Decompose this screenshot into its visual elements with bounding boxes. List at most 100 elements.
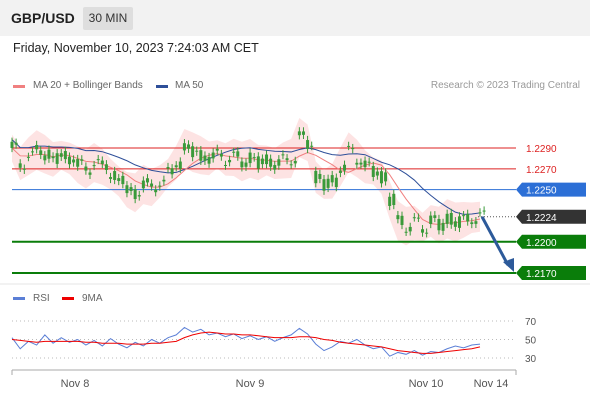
rsi-legend-label: RSI bbox=[33, 293, 50, 304]
candle-body bbox=[375, 171, 379, 176]
candle-body bbox=[367, 161, 371, 163]
candle-body bbox=[150, 183, 154, 187]
candle-body bbox=[182, 143, 186, 151]
candle-body bbox=[223, 164, 227, 166]
candle-body bbox=[59, 153, 63, 157]
candle-body bbox=[343, 164, 347, 171]
symbol-title: GBP/USD bbox=[11, 10, 75, 26]
rsi-ma-legend-swatch bbox=[62, 297, 74, 300]
candle-body bbox=[35, 144, 39, 150]
candle-body bbox=[162, 179, 166, 182]
chart-panel bbox=[0, 36, 590, 400]
candle-body bbox=[88, 172, 92, 175]
rsi-ma-legend-label: 9MA bbox=[82, 293, 103, 304]
candle-body bbox=[129, 187, 133, 191]
candle-body bbox=[43, 155, 47, 161]
candle-body bbox=[141, 180, 145, 189]
ma50-legend-swatch bbox=[156, 85, 168, 88]
timeframe-button[interactable]: 30 MIN bbox=[83, 7, 133, 30]
candle-body bbox=[433, 215, 437, 218]
candle-body bbox=[18, 163, 22, 168]
candle-body bbox=[396, 215, 400, 220]
candle-body bbox=[84, 166, 88, 171]
candle-body bbox=[256, 156, 260, 169]
candle-body bbox=[421, 229, 425, 233]
candle-body bbox=[191, 146, 195, 158]
candle-body bbox=[285, 158, 289, 161]
level-tag-1.2200 bbox=[516, 234, 586, 249]
candle-body bbox=[178, 161, 182, 169]
candle-body bbox=[425, 232, 429, 234]
candle-body bbox=[154, 189, 158, 193]
x-tick-label: Nov 8 bbox=[61, 378, 90, 390]
candle-body bbox=[236, 151, 240, 157]
candle-body bbox=[63, 151, 67, 160]
candle-body bbox=[100, 160, 104, 164]
candle-body bbox=[72, 159, 76, 163]
candle-body bbox=[47, 149, 51, 159]
candle-body bbox=[437, 218, 441, 231]
forecast-arrow-head bbox=[503, 258, 514, 272]
candle-body bbox=[297, 131, 301, 136]
ma20-legend-label: MA 20 + Bollinger Bands bbox=[33, 80, 143, 91]
candle-body bbox=[408, 226, 412, 232]
candle-body bbox=[121, 175, 125, 185]
candle-body bbox=[474, 221, 478, 224]
level-tag-1.2170 bbox=[516, 266, 586, 280]
candle-body bbox=[109, 177, 113, 179]
candle-body bbox=[347, 145, 351, 147]
candle-body bbox=[293, 160, 297, 164]
candle-body bbox=[273, 165, 277, 170]
candle-body bbox=[96, 159, 100, 161]
candle-body bbox=[211, 152, 215, 159]
level-label-1.2224: 1.2224 bbox=[526, 213, 557, 224]
candle-body bbox=[55, 153, 59, 164]
candle-body bbox=[429, 215, 433, 224]
candle-body bbox=[137, 195, 141, 197]
bollinger-band bbox=[12, 117, 480, 246]
candle-body bbox=[158, 185, 162, 187]
candle-body bbox=[359, 162, 363, 165]
ma20-legend-swatch bbox=[13, 85, 25, 88]
candle-body bbox=[310, 145, 314, 147]
candle-body bbox=[449, 212, 453, 225]
candle-body bbox=[203, 155, 207, 161]
candle-body bbox=[199, 150, 203, 161]
candle-body bbox=[330, 175, 334, 183]
level-label-1.2250: 1.2250 bbox=[526, 186, 557, 197]
rsi-level-label-50: 50 bbox=[525, 336, 537, 347]
ma50-line bbox=[11, 139, 481, 215]
candle-body bbox=[478, 212, 482, 214]
candle-body bbox=[10, 141, 14, 148]
candle-body bbox=[145, 178, 149, 183]
candle-body bbox=[351, 148, 355, 150]
candle-body bbox=[22, 168, 26, 170]
candle-body bbox=[269, 158, 273, 167]
candle-body bbox=[355, 162, 359, 165]
level-label-1.2200: 1.2200 bbox=[526, 238, 557, 249]
x-tick-label: Nov 10 bbox=[409, 378, 444, 390]
candle-body bbox=[334, 177, 338, 188]
x-tick-label: Nov 14 bbox=[474, 378, 509, 390]
candle-body bbox=[388, 196, 392, 206]
candle-body bbox=[412, 217, 416, 219]
candle-body bbox=[379, 171, 383, 184]
candle-body bbox=[207, 157, 211, 164]
candle-body bbox=[363, 160, 367, 168]
level-label-1.2170: 1.2170 bbox=[526, 269, 557, 280]
x-tick-label: Nov 9 bbox=[236, 378, 265, 390]
candle-body bbox=[170, 168, 174, 175]
candle-body bbox=[125, 185, 129, 194]
candle-body bbox=[228, 159, 232, 163]
candle-body bbox=[80, 159, 84, 161]
candle-body bbox=[92, 165, 96, 167]
candle-body bbox=[26, 156, 30, 158]
candle-body bbox=[281, 154, 285, 156]
rsi-level-label-30: 30 bbox=[525, 354, 537, 365]
datetime-text: Friday, November 10, 2023 7:24:03 AM CET bbox=[13, 41, 259, 55]
credit-text: Research © 2023 Trading Central bbox=[430, 80, 580, 91]
candle-body bbox=[244, 162, 248, 167]
level-label-1.2270: 1.2270 bbox=[526, 165, 557, 176]
candle-body bbox=[441, 222, 445, 231]
